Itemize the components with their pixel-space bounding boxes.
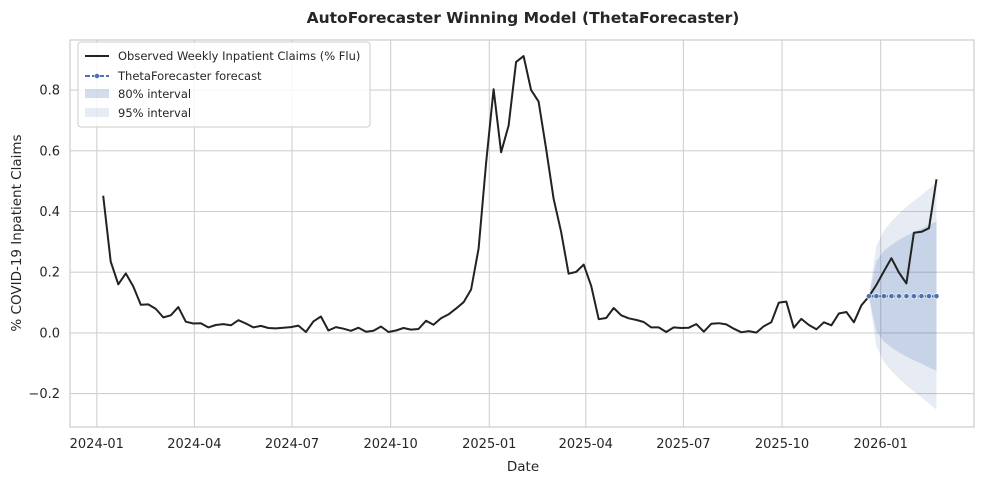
x-tick-label: 2024-07	[265, 437, 319, 452]
forecast-point	[926, 293, 932, 300]
legend-swatch-forecast-marker	[94, 73, 100, 79]
y-tick-label: 0.8	[39, 84, 60, 99]
forecast-point	[896, 293, 902, 300]
x-tick-label: 2024-04	[167, 437, 221, 452]
x-tick-label: 2025-07	[656, 437, 710, 452]
forecast-point	[911, 293, 917, 300]
legend-label-interval80: 80% interval	[118, 87, 191, 101]
legend-item-interval95: 95% interval	[85, 106, 191, 120]
observed-line	[102, 55, 938, 334]
x-tick-label: 2024-10	[363, 437, 417, 452]
x-tick-label: 2026-01	[854, 437, 908, 452]
legend-label-interval95: 95% interval	[118, 106, 191, 120]
forecast-point	[881, 293, 887, 300]
legend-item-forecast: ThetaForecaster forecast	[85, 69, 262, 83]
y-tick-label: 0.6	[39, 144, 60, 159]
x-tick-label: 2024-01	[70, 437, 124, 452]
y-axis-label: % COVID-19 Inpatient Claims	[9, 134, 25, 331]
legend-swatch-interval95	[85, 108, 109, 117]
y-tick-label: 0.4	[39, 205, 60, 220]
y-axis-ticks: −0.2 0.0 0.2 0.4 0.6 0.8	[28, 84, 60, 403]
forecast-series	[866, 293, 940, 300]
interval-80-band	[868, 221, 937, 371]
legend: Observed Weekly Inpatient Claims (% Flu)…	[77, 41, 371, 128]
observed-series	[102, 55, 938, 334]
forecast-point	[903, 293, 910, 300]
y-tick-label: 0.2	[39, 266, 60, 281]
interval-95-area	[868, 182, 937, 410]
legend-swatch-interval80	[85, 89, 109, 98]
x-axis-ticks: 2024-01 2024-04 2024-07 2024-10 2025-01 2025-…	[70, 437, 908, 452]
x-tick-label: 2025-01	[462, 437, 516, 452]
legend-label-forecast: ThetaForecaster forecast	[117, 69, 262, 83]
legend-item-observed: Observed Weekly Inpatient Claims (% Flu)	[85, 49, 360, 63]
legend-box	[77, 41, 371, 128]
forecast-point	[873, 293, 880, 300]
legend-item-interval80: 80% interval	[85, 87, 191, 101]
forecast-point	[918, 293, 925, 300]
x-tick-label: 2025-04	[559, 437, 613, 452]
interval-95-band	[868, 182, 937, 410]
legend-label-observed: Observed Weekly Inpatient Claims (% Flu)	[118, 49, 360, 63]
forecast-point	[866, 293, 872, 300]
forecast-point	[888, 293, 895, 300]
interval-80-area	[868, 221, 937, 371]
x-tick-label: 2025-10	[755, 437, 809, 452]
forecast-point	[933, 293, 940, 300]
x-axis-label: Date	[507, 459, 539, 475]
y-tick-label: 0.0	[39, 326, 60, 341]
plot-frame	[69, 39, 975, 428]
chart-title: AutoForecaster Winning Model (ThetaForec…	[307, 9, 740, 27]
y-tick-label: −0.2	[28, 387, 60, 402]
